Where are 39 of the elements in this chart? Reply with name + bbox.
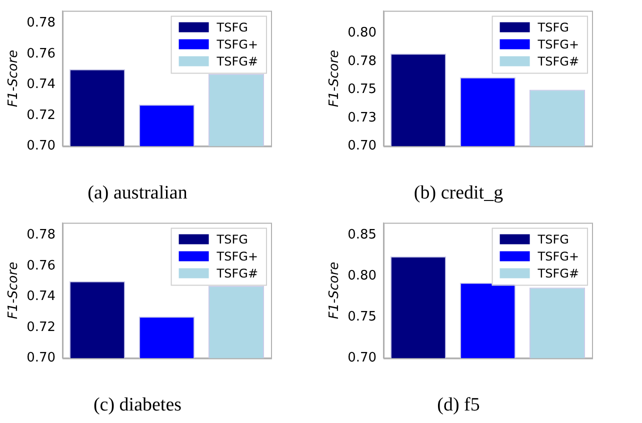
text: (b) credit_g [414,182,504,204]
legend-label: TSFG [216,232,248,246]
legend-label: TSFG+ [216,37,258,52]
y-tick-label: 0.76 [26,46,56,62]
y-tick-label: 0.70 [26,138,56,154]
legend-label: TSFG+ [536,248,579,263]
y-tick-label: 0.80 [348,26,377,41]
y-tick-label: 0.73 [348,110,377,126]
y-tick-label: 0.75 [348,82,377,98]
y-tick-label: 0.76 [26,258,56,273]
y-tick-label: 0.74 [26,77,56,92]
y-tick-label: 0.85 [348,226,377,242]
y-axis-title: F1-Score [6,50,22,108]
y-tick-label: 0.75 [348,309,377,324]
legend-label: TSFG# [216,54,258,68]
legend-label: TSFG+ [536,37,579,52]
y-tick-label: 0.72 [26,319,56,334]
y-tick-label: 0.70 [26,350,56,366]
y-tick-label: 0.78 [348,54,377,69]
y-tick-label: 0.74 [26,288,56,304]
y-axis-title: F1-Score [6,261,22,319]
legend-label: TSFG [216,20,248,34]
y-tick-label: 0.70 [348,350,377,366]
y-axis-title: F1-Score [327,261,342,319]
y-tick-label: 0.78 [26,226,56,242]
legend-label: TSFG [536,232,569,246]
y-tick-label: 0.72 [26,108,56,123]
text: (a) australian [88,182,188,204]
y-axis-title: F1-Score [327,50,342,108]
y-tick-label: 0.70 [348,138,377,154]
legend-label: TSFG# [536,266,579,280]
text: (c) diabetes [93,394,182,416]
legend-label: TSFG# [536,54,579,68]
text: (d) f5 [437,394,480,416]
legend-label: TSFG# [216,266,258,280]
y-tick-label: 0.80 [348,268,377,284]
y-tick-label: 0.78 [26,15,56,30]
legend-label: TSFG [536,20,569,34]
legend-label: TSFG+ [216,248,258,263]
